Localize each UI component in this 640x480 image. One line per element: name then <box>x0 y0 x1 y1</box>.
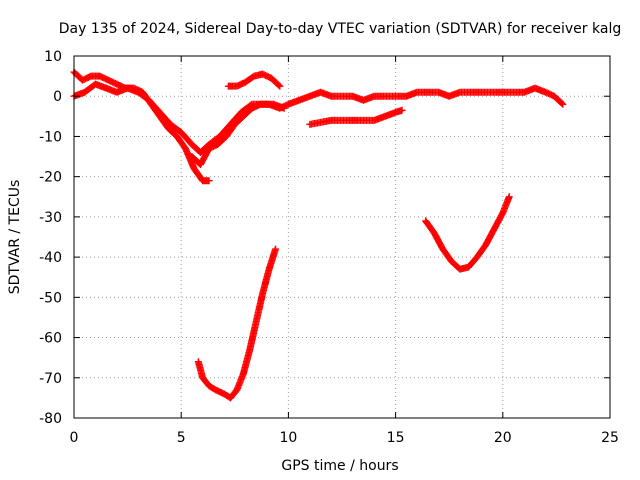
x-tick-label: 0 <box>70 430 79 446</box>
series-track-3 <box>188 84 567 169</box>
y-tick-label: -10 <box>39 129 62 145</box>
series-track-7 <box>422 193 513 273</box>
y-tick-label: -40 <box>39 250 62 266</box>
series-track-2 <box>70 80 288 157</box>
data-point <box>275 81 283 89</box>
y-tick-label: -70 <box>39 371 62 387</box>
data-point <box>398 106 406 114</box>
y-axis-label: SDTVAR / TECUs <box>7 180 23 295</box>
x-tick-label: 20 <box>494 430 512 446</box>
x-tick-label: 10 <box>279 430 297 446</box>
x-tick-label: 25 <box>601 430 619 446</box>
data-point <box>272 245 280 253</box>
axes: 0 5 10 15 20 25 10 0 -10 -20 -30 -40 -50 -60 -70 -80 <box>39 49 619 446</box>
series-track-4 <box>224 70 284 90</box>
grid <box>74 56 610 418</box>
data-point <box>205 177 213 185</box>
y-tick-label: -20 <box>39 170 62 186</box>
series-track-5 <box>306 106 406 128</box>
data-point <box>559 100 567 108</box>
data-series <box>70 68 567 402</box>
x-tick-label: 5 <box>177 430 186 446</box>
x-tick-label: 15 <box>387 430 405 446</box>
y-tick-label: -60 <box>39 331 62 347</box>
x-axis-label: GPS time / hours <box>281 458 398 474</box>
y-tick-label: -50 <box>39 290 62 306</box>
y-tick-label: 0 <box>53 89 62 105</box>
data-point <box>505 193 513 201</box>
chart-title: Day 135 of 2024, Sidereal Day-to-day VTE… <box>59 21 621 37</box>
y-tick-label: 10 <box>44 49 62 65</box>
data-point <box>276 82 284 90</box>
y-tick-label: -30 <box>39 210 62 226</box>
data-point <box>558 99 566 107</box>
series-track-6 <box>194 245 280 402</box>
y-tick-label: -80 <box>39 411 62 427</box>
plot-frame <box>73 55 611 419</box>
